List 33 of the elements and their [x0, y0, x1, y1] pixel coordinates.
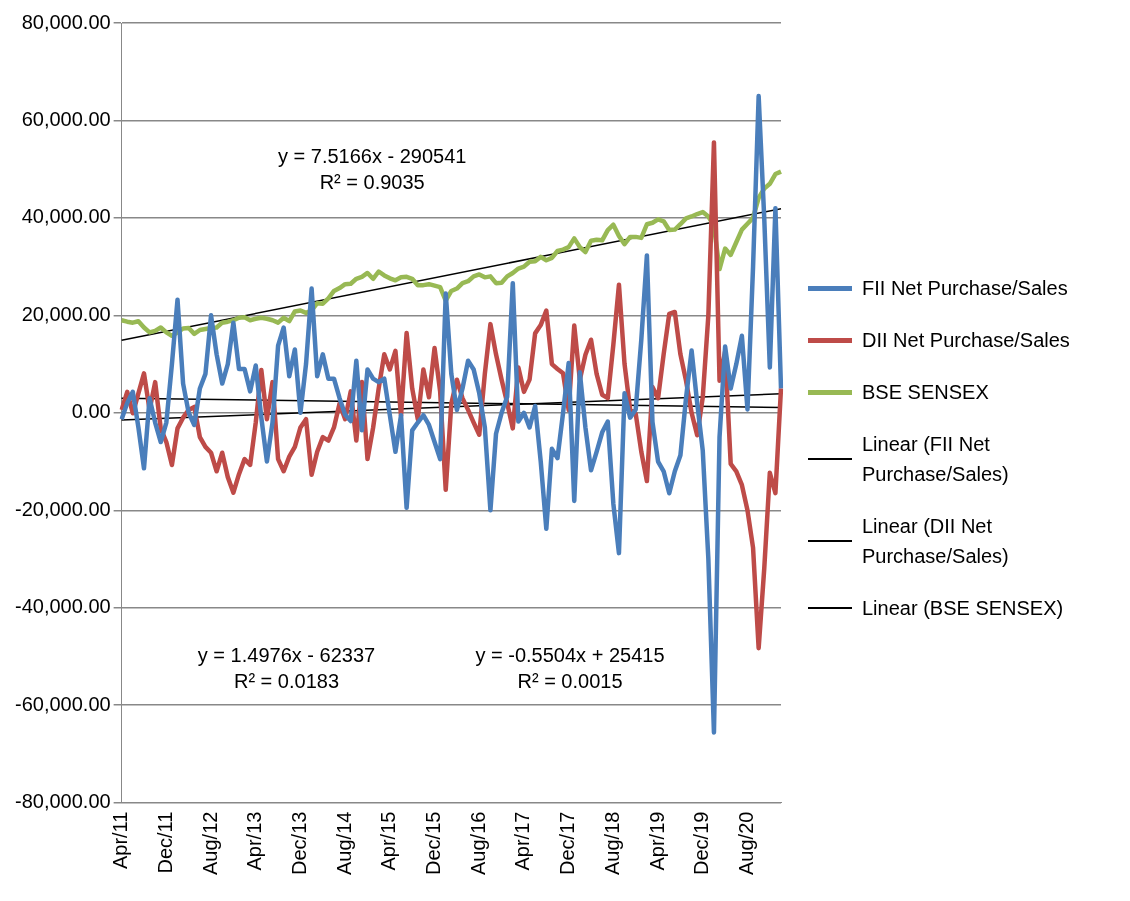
x-tick-label: Dec/19 [690, 811, 713, 875]
x-tick-label: Apr/17 [511, 811, 534, 871]
x-tick-label: Apr/13 [243, 811, 266, 871]
x-tick-label: Dec/15 [422, 811, 445, 875]
y-tick-label: 0.00 [71, 400, 111, 423]
x-tick-label: Aug/14 [332, 811, 355, 875]
x-tick-label: Apr/19 [645, 811, 668, 871]
x-tick-label: Apr/11 [109, 811, 132, 870]
y-tick-label: -80,000.00 [14, 790, 111, 813]
legend-label: DII Net Purchase/Sales [862, 328, 1070, 353]
legend-label: Linear (BSE SENSEX) [862, 596, 1064, 621]
y-tick-label: -40,000.00 [14, 595, 111, 618]
legend-label: FII Net Purchase/Sales [862, 276, 1068, 301]
legend-label: BSE SENSEX [862, 380, 989, 405]
y-tick-label: 20,000.00 [21, 302, 111, 325]
x-tick-label: Apr/15 [377, 811, 400, 871]
x-tick-label: Dec/17 [556, 811, 579, 875]
y-tick-label: -20,000.00 [14, 497, 111, 520]
x-tick-label: Aug/16 [466, 811, 489, 875]
x-tick-label: Aug/20 [734, 811, 757, 875]
y-tick-label: -60,000.00 [14, 692, 111, 715]
annotation: y = 1.4976x - 62337 R² = 0.0183 [197, 644, 376, 693]
y-tick-label: 40,000.00 [21, 205, 111, 228]
annotation: y = -0.5504x + 25415 R² = 0.0015 [475, 644, 665, 693]
x-tick-label: Aug/12 [198, 811, 221, 875]
legend-label: Linear (FII Net Purchase/Sales) [862, 432, 1010, 487]
annotation: y = 7.5166x - 290541 R² = 0.9035 [277, 145, 467, 194]
y-tick-label: 80,000.00 [21, 10, 111, 33]
legend-label: Linear (DII Net Purchase/Sales) [862, 514, 1010, 569]
x-tick-label: Dec/13 [287, 811, 310, 875]
y-tick-label: 60,000.00 [21, 107, 111, 130]
x-tick-label: Aug/18 [600, 811, 623, 875]
x-tick-label: Dec/11 [153, 811, 176, 874]
